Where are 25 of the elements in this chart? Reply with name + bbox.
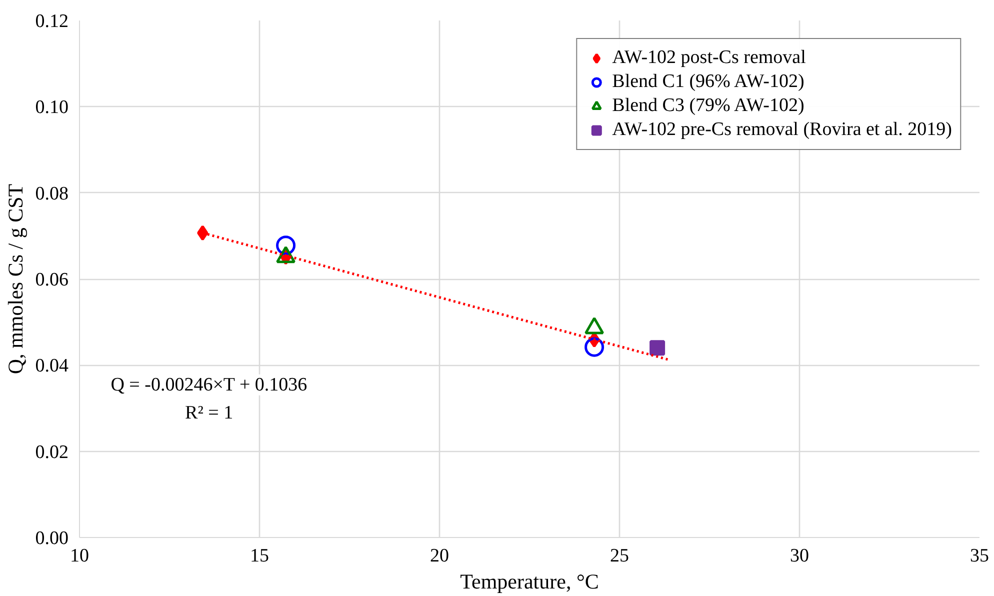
x-tick-label: 35 — [970, 546, 989, 566]
point — [276, 236, 296, 256]
annotation: Q = -0.00246×T + 0.1036 — [110, 374, 308, 396]
x-axis-title: Temperature, °C — [460, 570, 599, 594]
point — [584, 337, 604, 357]
legend-label: AW-102 pre-Cs removal (Rovira et al. 2019) — [612, 119, 952, 141]
legend-label: Blend C3 (79% AW-102) — [612, 95, 804, 117]
x-tick-label: 20 — [430, 546, 449, 566]
x-tick-label: 10 — [70, 546, 89, 566]
y-tick-label: 0.02 — [35, 442, 68, 463]
y-tick-label: 0.06 — [35, 270, 68, 290]
annotation: R² = 1 — [185, 402, 234, 424]
x-tick-label: 15 — [250, 546, 269, 566]
x-tick-label: 25 — [610, 546, 629, 566]
y-axis-title: Q, mmoles Cs / g CST — [3, 184, 28, 374]
y-tick-label: 0.04 — [35, 356, 69, 377]
legend-label: Blend C1 (96% AW-102) — [612, 71, 804, 93]
x-tick-label: 30 — [790, 546, 809, 566]
point — [197, 225, 208, 241]
y-tick-label: 0.00 — [35, 528, 68, 549]
legend-label: AW-102 post-Cs removal — [612, 47, 806, 69]
y-tick-label: 0.08 — [35, 183, 68, 204]
point — [650, 340, 666, 356]
y-tick-label: 0.10 — [35, 97, 68, 118]
y-tick-label: 0.12 — [35, 11, 68, 32]
